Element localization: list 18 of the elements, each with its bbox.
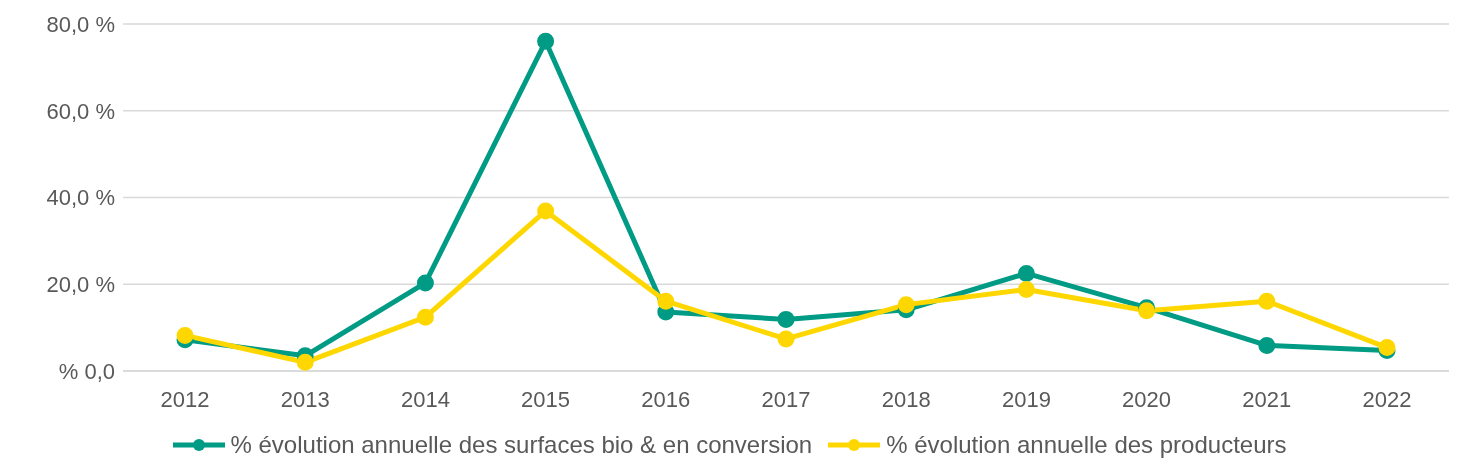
y-tick-label: 40,0 % <box>46 185 115 211</box>
x-tick-label: 2021 <box>1242 386 1292 412</box>
x-tick-label: 2016 <box>641 386 691 412</box>
x-tick-label: 2019 <box>1001 386 1051 412</box>
x-tick-label: 2017 <box>761 386 811 412</box>
y-tick-label: 80,0 % <box>46 11 115 37</box>
x-tick-label: 2014 <box>400 386 450 412</box>
x-tick-label: 2022 <box>1362 386 1412 412</box>
x-tick-label: 2015 <box>521 386 571 412</box>
x-tick-label: 2020 <box>1122 386 1172 412</box>
y-tick-label: % 0,0 <box>58 358 115 384</box>
legend-label: % évolution annuelle des surfaces bio & en conversion <box>230 431 813 459</box>
x-tick-label: 2012 <box>160 386 210 412</box>
x-tick-label: 2018 <box>881 386 931 412</box>
y-tick-label: 20,0 % <box>46 272 115 298</box>
legend-label: % évolution annuelle des producteurs <box>886 431 1287 459</box>
x-tick-label: 2013 <box>280 386 330 412</box>
y-tick-label: 60,0 % <box>46 98 115 124</box>
